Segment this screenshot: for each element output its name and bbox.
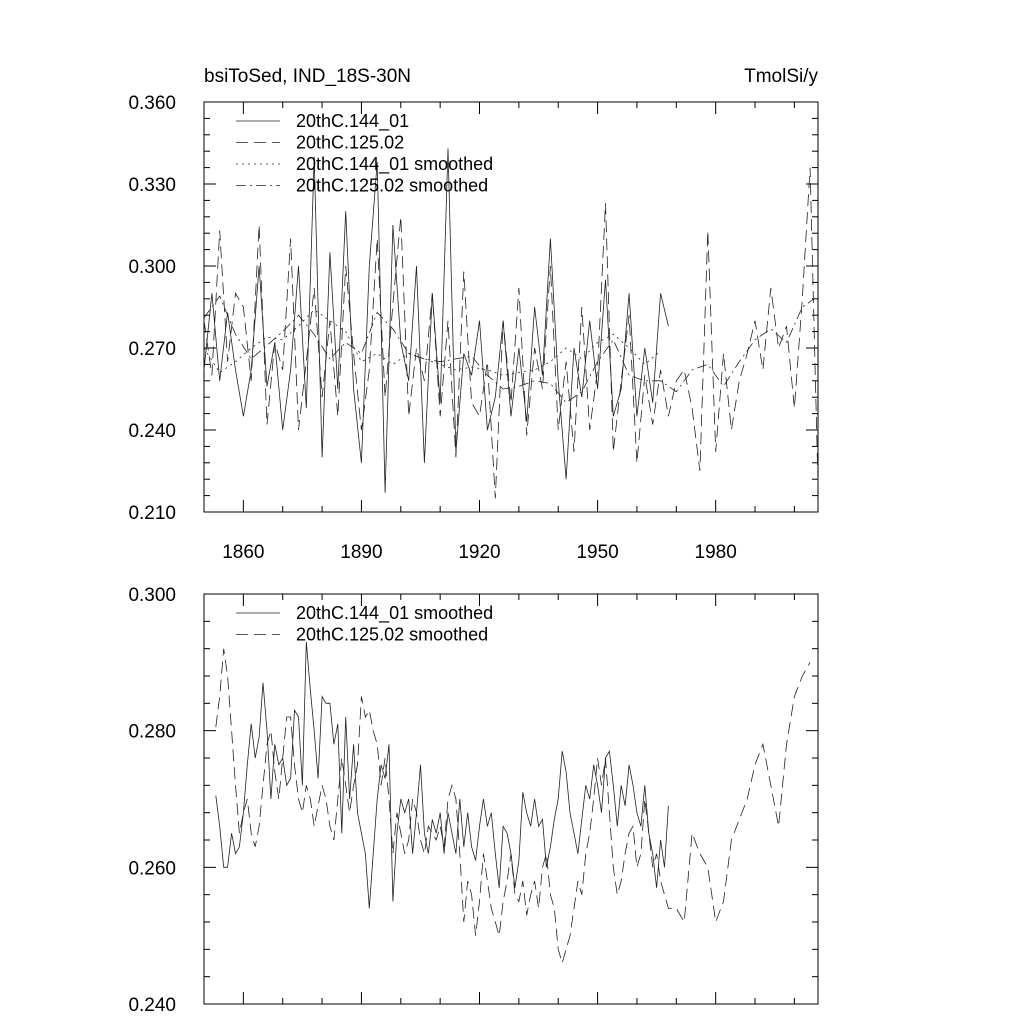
series-line-3 [203,309,661,376]
legend-label: 20thC.125.02 smoothed [296,625,488,645]
y-tick-label: 0.270 [128,339,176,360]
series-line-2 [203,167,819,499]
legend-label: 20thC.144_01 [296,111,409,132]
plot-frame [203,593,819,1005]
x-tick-label: 1950 [576,542,618,563]
y-tick-label: 0.210 [128,503,176,524]
series-line-1 [215,641,669,909]
x-tick-label: 1920 [458,542,500,563]
y-tick-label: 0.240 [128,995,176,1016]
series-line-4 [203,295,815,404]
y-tick-label: 0.300 [128,257,176,278]
legend-label: 20thC.125.02 [296,133,404,153]
units-label: TmolSi/y [744,66,818,87]
series-line-2 [215,648,811,965]
plot-frame [203,101,819,513]
y-tick-label: 0.360 [128,93,176,114]
x-tick-label: 1860 [222,542,264,563]
legend-label: 20thC.144_01 smoothed [296,603,493,624]
series-line-1 [203,148,669,493]
y-tick-label: 0.240 [128,421,176,442]
y-tick-label: 0.280 [128,722,176,743]
legend-label: 20thC.144_01 smoothed [296,154,493,175]
bottom-panel: 0.300 0.280 0.260 0.240 20thC.144_01 smoothe… [128,585,819,1016]
legend-label: 20thC.125.02 smoothed [296,176,488,196]
top-panel: 0.360 0.330 0.300 0.270 0.240 0.210 1860 1890 19… [128,93,819,563]
x-tick-label: 1980 [695,542,737,563]
chart-title: bsiToSed, IND_18S-30N [204,66,411,87]
y-tick-label: 0.260 [128,858,176,879]
y-tick-label: 0.300 [128,585,176,606]
x-tick-label: 1890 [340,542,382,563]
y-tick-label: 0.330 [128,175,176,196]
